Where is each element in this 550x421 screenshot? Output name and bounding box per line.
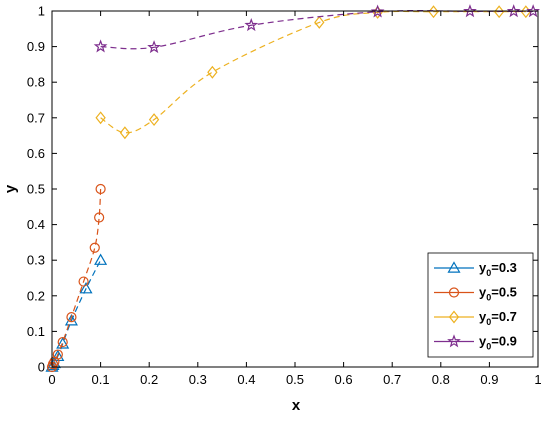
data-point-diamond (314, 15, 325, 29)
data-point-diamond (119, 126, 131, 140)
data-point-star (370, 4, 385, 18)
legend-marker-diamond (448, 310, 460, 324)
data-point-triangle (79, 281, 93, 294)
x-tick-label: 0.9 (480, 372, 498, 387)
y-tick-label: 0.1 (27, 324, 45, 339)
x-tick-label: 0.4 (237, 372, 255, 387)
legend-item: y0=0.7 (434, 309, 517, 327)
legend-marker-star (447, 334, 461, 348)
data-point-circle (94, 212, 105, 223)
data-point-circle (89, 242, 100, 253)
data-point-circle (78, 276, 89, 287)
x-tick-label: 0.2 (140, 372, 158, 387)
x-tick-label: 0.5 (286, 372, 304, 387)
data-point-triangle (64, 314, 78, 326)
data-point-triangle (94, 253, 108, 265)
legend-label: y0=0.9 (479, 334, 517, 352)
legend-item: y0=0.3 (434, 260, 517, 278)
data-point-diamond (95, 111, 106, 125)
x-tick-label: 0.8 (432, 372, 450, 387)
axes-layer: 0 0.1 0.2 0.3 0.4 0.5 0.6 0.7 0.8 0.9 1 0 0.1 0.2 0.3 0… (27, 4, 542, 388)
data-point-triangle (56, 337, 70, 349)
legend-marker-triangle (447, 261, 461, 273)
x-tick-label: 0.7 (383, 372, 401, 387)
y-axis-label: y (2, 184, 19, 193)
data-point-triangle (51, 349, 65, 362)
y-tick-label: 0.2 (27, 288, 45, 303)
y-tick-label: 0.7 (27, 110, 45, 125)
legend-box (427, 252, 534, 358)
x-tick-label: 1 (534, 372, 541, 387)
data-point-diamond (148, 113, 160, 127)
y-tick-label: 0 (38, 360, 45, 375)
data-point-diamond (493, 5, 505, 19)
y-tick-label: 0.6 (27, 146, 45, 161)
data-point-star (147, 40, 161, 54)
legend-label: y0=0.7 (479, 309, 517, 327)
legend-label: y0=0.5 (479, 285, 517, 303)
data-point-circle (95, 183, 106, 195)
data-point-star (526, 4, 541, 18)
legend-item: y0=0.5 (434, 285, 517, 303)
data-point-circle (52, 349, 63, 360)
data-point-star (244, 18, 259, 32)
data-point-star (93, 39, 108, 53)
y-tick-label: 0.8 (27, 75, 45, 90)
y-tick-label: 0.5 (27, 182, 45, 197)
x-tick-label: 0.3 (189, 372, 207, 387)
data-point-circle (66, 312, 77, 323)
legend: y0=0.3 y0=0.5 y0=0.7 y0=0.9 (427, 252, 534, 358)
data-point-circle (57, 336, 68, 348)
y-tick-label: 0.3 (27, 253, 45, 268)
data-point-diamond (207, 65, 218, 79)
legend-marker-circle (448, 287, 460, 298)
legend-label: y0=0.3 (479, 260, 517, 278)
data-point-circle (47, 359, 59, 370)
data-point-diamond (428, 5, 439, 19)
x-tick-label: 0.6 (335, 372, 353, 387)
data-point-star (506, 4, 521, 18)
x-tick-label: 0.1 (92, 372, 110, 387)
x-axis-label: x (292, 397, 301, 414)
y-tick-label: 1 (38, 4, 45, 19)
data-point-star (463, 4, 477, 18)
x-tick-label: 0 (48, 372, 55, 387)
legend-item: y0=0.9 (434, 334, 517, 352)
y-tick-label: 0.9 (27, 39, 45, 54)
series-2 (46, 183, 106, 373)
y-tick-label: 0.4 (27, 217, 45, 232)
